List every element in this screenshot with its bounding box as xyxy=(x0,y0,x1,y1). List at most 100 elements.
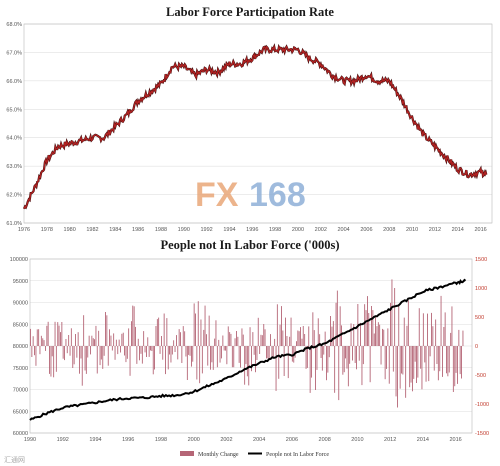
monthly-change-bar xyxy=(452,346,454,392)
monthly-change-bar xyxy=(321,346,323,371)
top-y-tick-label: 64.0% xyxy=(6,136,22,142)
monthly-change-bar xyxy=(177,346,179,360)
monthly-change-bar xyxy=(290,317,292,346)
monthly-change-bar xyxy=(461,346,462,379)
monthly-change-bar xyxy=(405,346,407,398)
top-y-tick-label: 61.0% xyxy=(6,221,22,227)
monthly-change-bar xyxy=(360,322,361,346)
monthly-change-bar xyxy=(376,326,378,346)
monthly-change-bar xyxy=(252,332,254,346)
monthly-change-bar xyxy=(409,346,411,388)
monthly-change-bar xyxy=(154,346,155,370)
monthly-change-bar xyxy=(105,312,106,346)
monthly-change-bar xyxy=(171,346,173,355)
monthly-change-bar xyxy=(120,346,121,353)
bottom-y-tick-label: 60000 xyxy=(13,431,28,437)
monthly-change-bar xyxy=(218,339,220,346)
monthly-change-bar xyxy=(407,300,409,346)
monthly-change-bar xyxy=(199,346,201,384)
monthly-change-bar xyxy=(191,346,192,367)
bottom-x-ticks: 1990 1992 1994 1996 1998 2000 2002 2004 2006 2008… xyxy=(24,437,462,443)
monthly-change-bar xyxy=(328,346,330,358)
monthly-change-bar xyxy=(448,346,450,373)
monthly-change-bar xyxy=(95,325,97,346)
monthly-change-bar xyxy=(51,346,53,357)
monthly-change-bar xyxy=(225,346,226,351)
monthly-change-bar xyxy=(457,346,458,384)
top-x-tick-label: 1980 xyxy=(64,227,76,233)
monthly-change-bar xyxy=(287,346,289,379)
monthly-change-bar xyxy=(379,324,381,346)
watermark-fx: FX xyxy=(195,176,239,214)
monthly-change-bar xyxy=(91,335,93,346)
monthly-change-bar xyxy=(88,335,90,346)
bottom-x-tick-label: 1998 xyxy=(155,437,167,443)
top-x-tick-label: 2002 xyxy=(315,227,327,233)
monthly-change-bar xyxy=(459,346,461,375)
monthly-change-bar xyxy=(455,346,457,373)
monthly-change-bar xyxy=(136,346,138,364)
monthly-change-bar xyxy=(69,346,71,356)
monthly-change-bar xyxy=(162,346,164,360)
monthly-change-bar xyxy=(115,339,117,346)
monthly-change-bar xyxy=(201,346,203,374)
monthly-change-bar xyxy=(401,346,402,374)
monthly-change-bar xyxy=(236,331,237,346)
monthly-change-bar xyxy=(146,346,147,357)
monthly-change-bar xyxy=(368,313,370,346)
watermark: FX 168 xyxy=(195,176,306,214)
monthly-change-bar xyxy=(398,304,400,346)
monthly-change-bar xyxy=(110,335,112,346)
monthly-change-bar xyxy=(223,346,225,351)
monthly-change-bar xyxy=(440,295,442,346)
monthly-change-bar xyxy=(319,334,321,346)
monthly-change-bar xyxy=(65,339,67,346)
monthly-change-bar xyxy=(413,346,415,379)
monthly-change-bar xyxy=(305,346,307,369)
monthly-change-bar xyxy=(275,346,277,391)
monthly-change-bar xyxy=(68,335,70,346)
participation-rate-chart: Labor Force Participation Rate 61.0% 62.0… xyxy=(6,5,493,233)
monthly-change-bar xyxy=(349,346,351,364)
monthly-change-bar xyxy=(36,329,38,346)
monthly-change-bar xyxy=(364,304,366,346)
monthly-change-bar xyxy=(219,346,221,363)
monthly-change-bar xyxy=(87,346,89,358)
monthly-change-bar xyxy=(255,346,256,373)
monthly-change-bar xyxy=(383,329,385,346)
monthly-change-bar xyxy=(397,346,398,408)
monthly-change-bar xyxy=(35,346,37,366)
bottom-x-tick-label: 2012 xyxy=(384,437,396,443)
monthly-change-bar xyxy=(261,335,263,346)
monthly-change-bar xyxy=(245,346,247,365)
monthly-change-bar xyxy=(324,331,326,346)
monthly-change-bar xyxy=(308,326,310,346)
monthly-change-bar xyxy=(352,346,353,361)
monthly-change-bar xyxy=(373,333,375,346)
monthly-change-bar xyxy=(260,334,262,346)
monthly-change-bar xyxy=(34,346,35,356)
monthly-change-bar xyxy=(155,326,157,346)
monthly-change-bar xyxy=(302,326,304,346)
monthly-change-bar xyxy=(437,346,439,381)
top-y-ticks: 61.0% 62.0% 63.0% 64.0% 65.0% 66.0% 67.0% 68.0% xyxy=(6,22,22,227)
monthly-change-bar xyxy=(197,301,199,346)
bottom-x-tick-label: 2006 xyxy=(286,437,298,443)
monthly-change-bar xyxy=(276,304,278,346)
monthly-change-bar xyxy=(193,303,195,346)
monthly-change-bar xyxy=(410,346,412,383)
monthly-change-bar xyxy=(140,346,142,354)
monthly-change-bar xyxy=(182,326,184,346)
monthly-change-bar xyxy=(40,335,42,346)
monthly-change-bar xyxy=(215,320,217,346)
monthly-change-bar xyxy=(144,346,146,353)
monthly-change-bar xyxy=(256,346,258,360)
monthly-change-bar xyxy=(58,325,60,346)
monthly-change-bar xyxy=(192,346,194,362)
monthly-change-bar xyxy=(399,346,401,389)
monthly-change-bar xyxy=(294,346,296,358)
monthly-change-bar xyxy=(200,319,202,346)
monthly-change-bar xyxy=(435,319,437,346)
monthly-change-bar xyxy=(361,346,363,386)
monthly-change-bar xyxy=(386,346,387,369)
